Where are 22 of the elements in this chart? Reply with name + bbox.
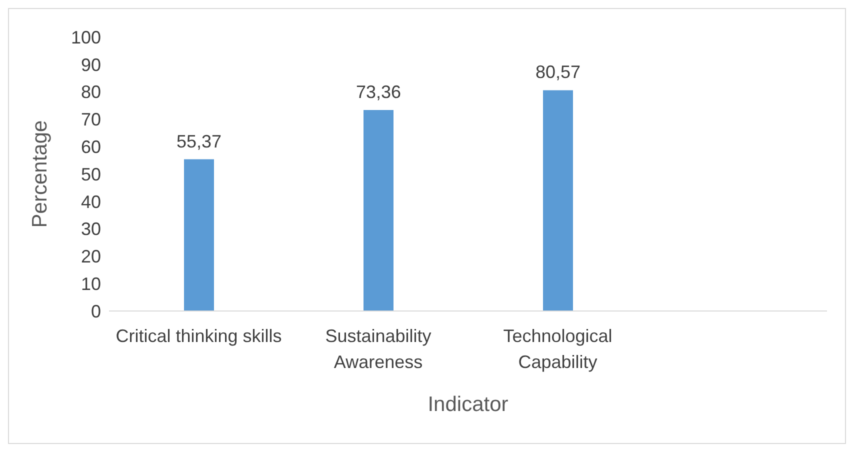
data-label: 73,36 [356,82,402,102]
y-tick-label: 100 [70,27,101,48]
bar [543,90,573,311]
data-label: 80,57 [535,62,581,82]
x-axis-title: Indicator [428,393,508,416]
data-label: 55,37 [176,131,222,152]
bar [184,159,214,311]
y-tick-label: 30 [80,219,101,240]
y-tick-label: 50 [80,164,101,184]
y-tick-label: 20 [80,246,101,267]
y-tick-label: 40 [80,192,101,212]
y-axis-title: Percentage [28,120,52,228]
x-tick-label: Technological Capability [503,326,612,372]
y-tick-label: 70 [80,110,101,130]
x-tick-label: Critical thinking skills [116,326,282,346]
bar [364,110,394,311]
x-tick-label: Sustainability Awareness [325,326,432,372]
y-tick-label: 10 [80,274,101,294]
y-tick-label: 0 [90,301,101,322]
y-tick-label: 80 [80,82,101,102]
y-tick-label: 90 [80,54,101,75]
y-tick-label: 60 [80,136,101,157]
